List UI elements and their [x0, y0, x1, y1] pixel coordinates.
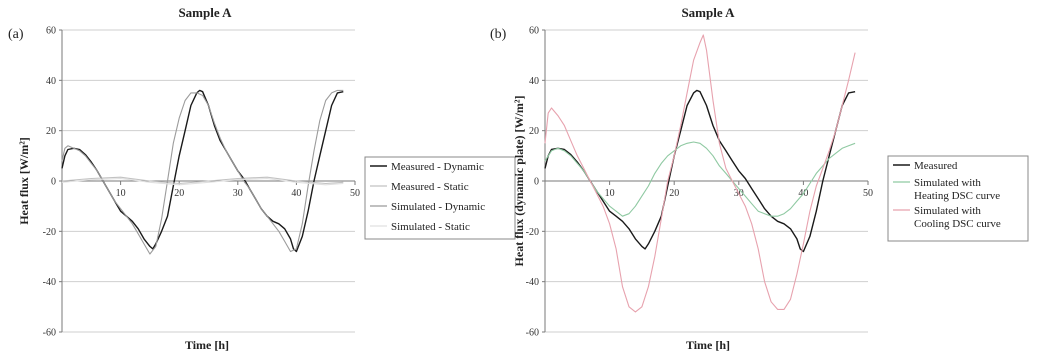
legend-entry: Simulated with Cooling DSC curve — [914, 205, 1001, 230]
x-tick-label: 50 — [350, 188, 360, 199]
x-axis-label: Time [h] — [185, 338, 229, 352]
legend-box — [364, 156, 516, 240]
x-tick-label: 40 — [291, 188, 301, 199]
chart-title: Sample A — [178, 5, 232, 20]
series-line-2 — [61, 176, 344, 185]
series-line-3 — [544, 34, 856, 313]
series-line-2 — [544, 141, 856, 217]
legend-entry-line: Cooling DSC curve — [914, 218, 1001, 230]
y-tick-label: 0 — [534, 177, 539, 188]
legend-entry: Simulated with Heating DSC curve — [914, 177, 1000, 202]
x-tick-label: 10 — [605, 188, 615, 199]
legend-box — [887, 155, 1029, 242]
y-tick-label: -20 — [526, 227, 539, 238]
y-tick-label: 40 — [46, 76, 56, 87]
x-tick-label: 50 — [863, 188, 873, 199]
legend-entry: Simulated - Dynamic — [391, 201, 485, 213]
y-tick-label: -40 — [526, 277, 539, 288]
x-tick-label: 10 — [116, 188, 126, 199]
panel-label: (b) — [490, 27, 507, 42]
y-tick-label: 0 — [51, 177, 56, 188]
y-tick-label: -60 — [526, 328, 539, 339]
y-tick-label: 60 — [529, 26, 539, 37]
legend-entry: Measured - Static — [391, 181, 469, 193]
legend-entry: Measured - Dynamic — [391, 161, 484, 173]
x-tick-label: 20 — [174, 188, 184, 199]
series-line-3 — [61, 89, 344, 255]
y-tick-label: 20 — [529, 126, 539, 137]
y-tick-label: 20 — [46, 126, 56, 137]
y-tick-label: -40 — [43, 277, 56, 288]
legend: Measured - Dynamic Measured - Static Simul… — [364, 156, 516, 240]
y-tick-label: -20 — [43, 227, 56, 238]
series-line-1 — [544, 89, 856, 253]
series-line-4 — [61, 177, 344, 186]
x-tick-label: 30 — [233, 188, 243, 199]
x-axis-label: Time [h] — [686, 338, 730, 352]
legend-entry: Measured — [914, 160, 958, 172]
y-tick-label: 40 — [529, 76, 539, 87]
legend-entry-line: Simulated with — [914, 205, 981, 217]
x-tick-label: 20 — [669, 188, 679, 199]
y-tick-label: 60 — [46, 26, 56, 37]
chart-title: Sample A — [681, 5, 735, 20]
panel-label: (a) — [8, 27, 24, 42]
y-axis-label: Heat flux (dynamic plate) [W/m²] — [512, 96, 526, 267]
y-axis-label: Heat flux [W/m²] — [17, 137, 31, 225]
y-tick-label: -60 — [43, 328, 56, 339]
legend-entry-line: Heating DSC curve — [914, 190, 1000, 202]
legend-entry-line: Simulated with — [914, 177, 981, 189]
chart-panel-a: 10 20 30 40 50 60 40 20 0 -20 -40 -60 Sample A (a) Tim… — [8, 5, 516, 352]
legend-entry: Simulated - Static — [391, 221, 470, 233]
